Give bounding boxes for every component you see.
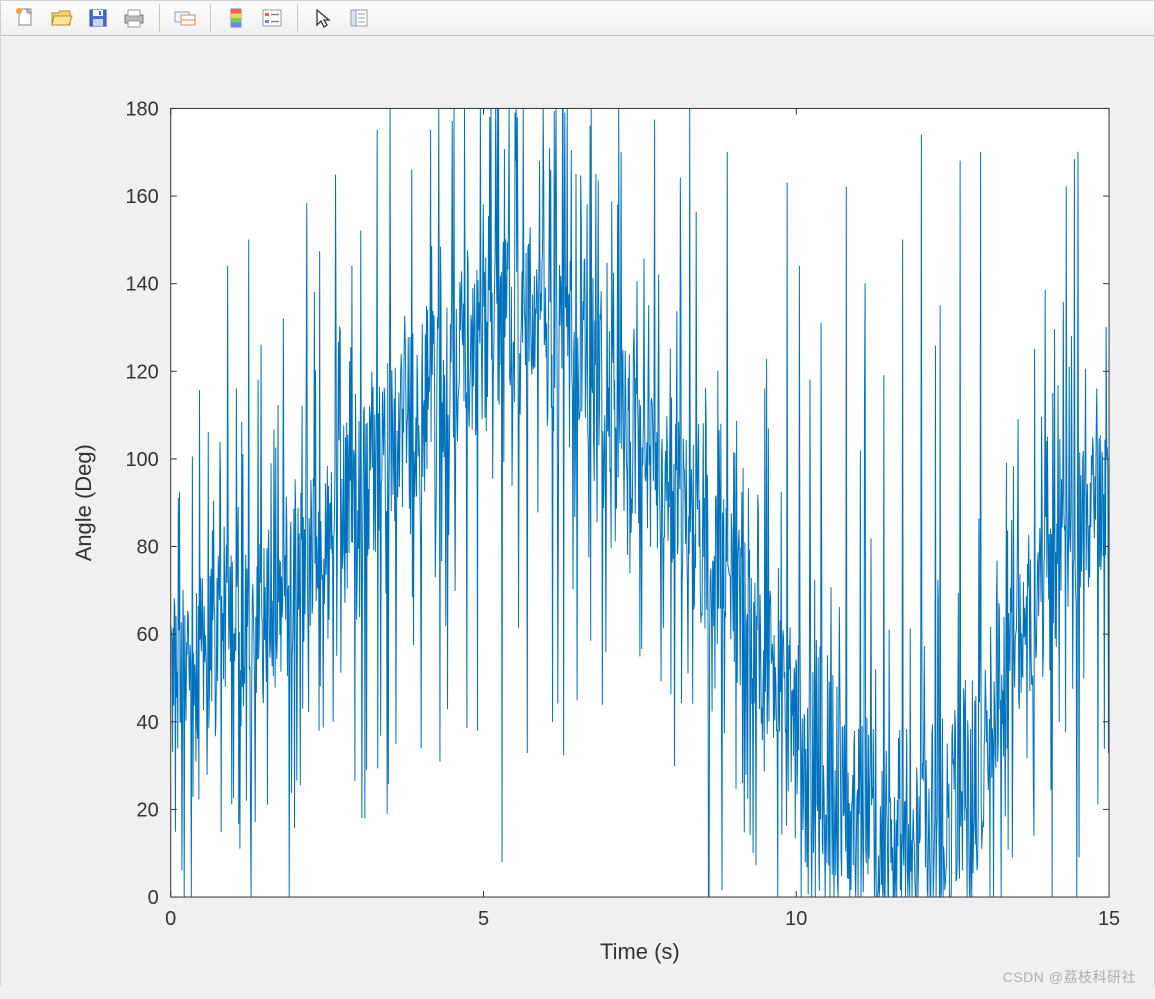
new-file-button[interactable] (9, 1, 43, 35)
colorbar-button[interactable] (219, 1, 253, 35)
open-file-button[interactable] (45, 1, 79, 35)
svg-text:20: 20 (137, 799, 159, 821)
figure-window: 0 5 10 15 0 20 40 60 80 100 120 140 160 180 Time (s) An… (0, 0, 1155, 986)
plot-container: 0 5 10 15 0 20 40 60 80 100 120 140 160 180 Time (s) An… (21, 76, 1134, 979)
toolbar-separator (210, 4, 211, 32)
legend-button[interactable] (255, 1, 289, 35)
print-icon (122, 7, 146, 29)
svg-text:0: 0 (165, 908, 176, 930)
save-button[interactable] (81, 1, 115, 35)
svg-text:5: 5 (478, 908, 489, 930)
svg-text:180: 180 (125, 98, 158, 120)
svg-text:0: 0 (148, 887, 159, 909)
pointer-icon (313, 7, 333, 29)
svg-text:Angle (Deg): Angle (Deg) (71, 444, 96, 561)
legend-icon (261, 7, 283, 29)
svg-text:60: 60 (137, 624, 159, 646)
svg-text:15: 15 (1098, 908, 1120, 930)
svg-text:120: 120 (125, 361, 158, 383)
svg-text:40: 40 (137, 712, 159, 734)
new-file-icon (15, 7, 37, 29)
svg-text:160: 160 (125, 186, 158, 208)
toolbar-separator (297, 4, 298, 32)
svg-text:80: 80 (137, 537, 159, 559)
print-button[interactable] (117, 1, 151, 35)
colorbar-icon (228, 7, 244, 29)
data-cursor-icon (173, 7, 197, 29)
figure-toolbar (1, 1, 1154, 36)
watermark-text: CSDN @荔枝科研社 (1003, 967, 1136, 987)
insert-annotation-button[interactable] (342, 1, 376, 35)
figure-area: 0 5 10 15 0 20 40 60 80 100 120 140 160 180 Time (s) An… (1, 36, 1154, 999)
open-folder-icon (50, 7, 74, 29)
svg-text:140: 140 (125, 274, 158, 296)
pointer-button[interactable] (306, 1, 340, 35)
data-cursor-button[interactable] (168, 1, 202, 35)
plot-svg[interactable]: 0 5 10 15 0 20 40 60 80 100 120 140 160 180 Time (s) An… (21, 76, 1134, 979)
insert-icon (348, 7, 370, 29)
svg-text:100: 100 (125, 449, 158, 471)
svg-text:10: 10 (785, 908, 807, 930)
save-icon (87, 7, 109, 29)
toolbar-separator (159, 4, 160, 32)
svg-text:Time (s): Time (s) (600, 939, 680, 964)
